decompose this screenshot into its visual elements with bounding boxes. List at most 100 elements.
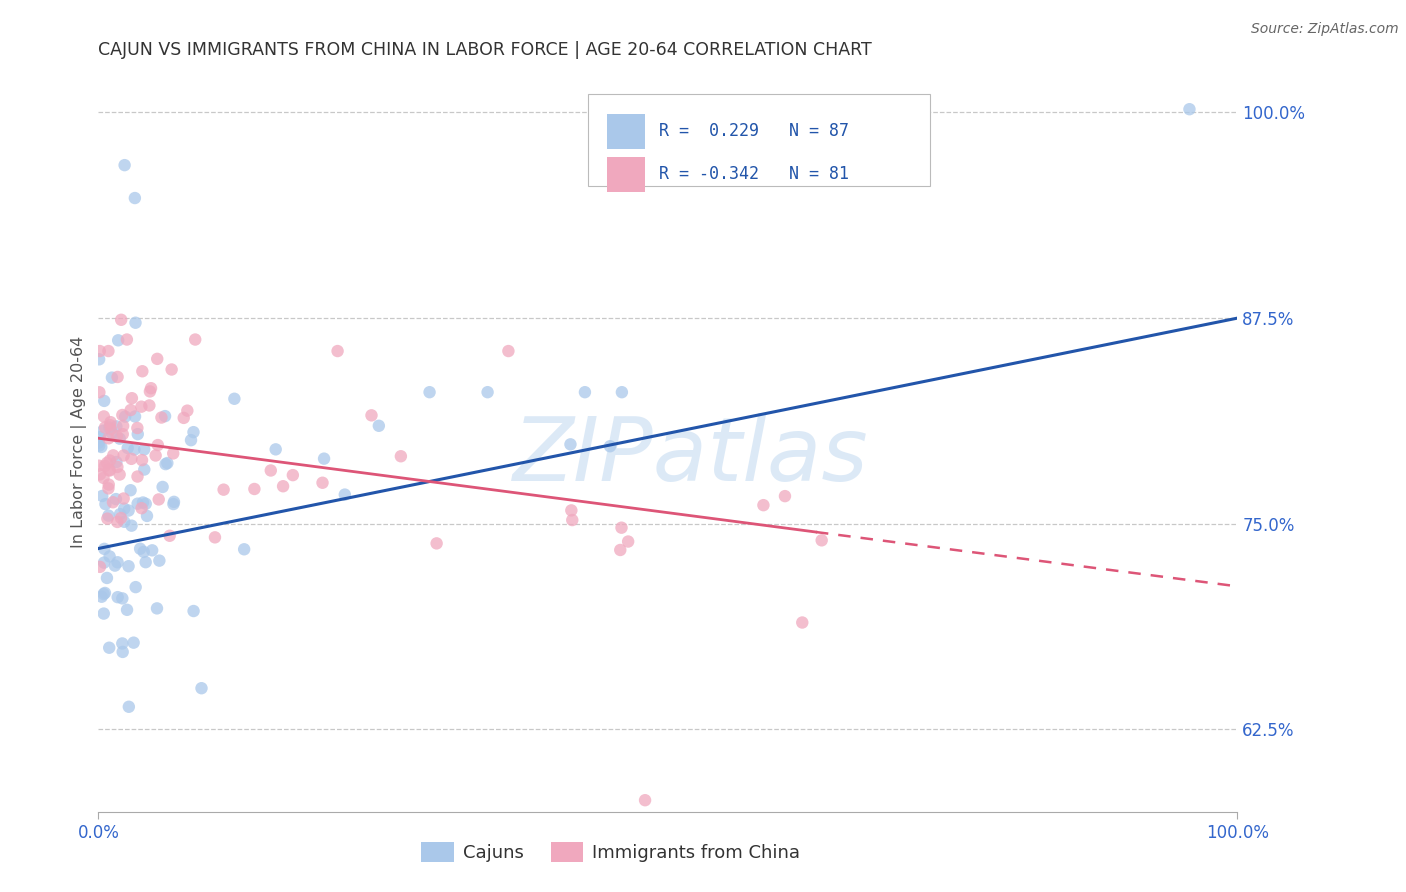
Point <box>561 513 583 527</box>
Point <box>87 435 110 450</box>
Text: Source: ZipAtlas.com: Source: ZipAtlas.com <box>1251 22 1399 37</box>
Point <box>96 511 118 525</box>
Point <box>610 521 633 535</box>
Point <box>184 333 207 347</box>
Point <box>180 433 202 447</box>
Point <box>90 590 112 604</box>
Point <box>117 441 139 455</box>
Point <box>156 456 179 470</box>
Point <box>104 492 127 507</box>
Point <box>131 501 153 516</box>
Point <box>281 468 304 483</box>
Point <box>111 408 134 422</box>
Text: R = -0.342   N = 81: R = -0.342 N = 81 <box>659 165 849 183</box>
Point <box>97 482 120 496</box>
Point <box>139 381 162 395</box>
Point <box>89 430 111 444</box>
Point <box>155 457 177 471</box>
Point <box>120 403 142 417</box>
Point <box>162 497 184 511</box>
Point <box>150 410 173 425</box>
Point <box>98 453 121 467</box>
Point <box>183 425 205 439</box>
Point <box>312 451 335 466</box>
Point <box>560 437 582 451</box>
Point <box>97 431 120 445</box>
Point <box>91 489 114 503</box>
Point <box>153 409 176 423</box>
Point <box>134 442 156 457</box>
Point <box>110 313 132 327</box>
Point <box>129 541 152 556</box>
Point <box>773 489 796 503</box>
Point <box>98 549 121 564</box>
Point <box>89 467 111 482</box>
Point <box>114 158 136 172</box>
Point <box>792 615 814 630</box>
Point <box>89 438 111 452</box>
Point <box>609 543 631 558</box>
Point <box>101 426 124 441</box>
Point <box>1178 102 1201 116</box>
Point <box>560 503 582 517</box>
Point <box>97 477 120 491</box>
Point <box>112 515 135 529</box>
Point <box>127 427 149 442</box>
Point <box>139 384 162 399</box>
Point <box>97 344 120 359</box>
Point <box>118 699 141 714</box>
Point <box>134 462 156 476</box>
Point <box>124 442 146 457</box>
Point <box>93 607 115 621</box>
Point <box>108 507 131 521</box>
Point <box>96 456 118 470</box>
Point <box>148 492 170 507</box>
Point <box>152 480 174 494</box>
Point <box>107 555 129 569</box>
Point <box>108 467 131 482</box>
Point <box>131 453 153 467</box>
Point <box>89 344 111 359</box>
Point <box>260 463 283 477</box>
Text: ZIPatlas: ZIPatlas <box>513 413 869 500</box>
Point <box>91 424 114 438</box>
Point <box>94 586 117 600</box>
Point <box>333 487 356 501</box>
Point <box>93 556 115 570</box>
Point <box>212 483 235 497</box>
Point <box>105 515 128 529</box>
Point <box>122 635 145 649</box>
Point <box>107 370 129 384</box>
Point <box>810 533 832 548</box>
Point <box>111 427 134 442</box>
Point <box>90 440 112 454</box>
Point <box>131 400 153 414</box>
Point <box>100 415 122 429</box>
Point <box>107 334 129 348</box>
Point <box>103 449 125 463</box>
Point <box>98 463 121 477</box>
Point <box>93 587 115 601</box>
Point <box>146 438 169 452</box>
Point <box>599 439 621 453</box>
Point <box>190 681 212 696</box>
Point <box>120 483 142 498</box>
Point <box>93 471 115 485</box>
Point <box>108 432 131 446</box>
Point <box>477 385 499 400</box>
Point <box>112 501 135 516</box>
Point <box>115 333 138 347</box>
Y-axis label: In Labor Force | Age 20-64: In Labor Force | Age 20-64 <box>72 335 87 548</box>
FancyBboxPatch shape <box>588 94 929 186</box>
Point <box>87 458 110 473</box>
Point <box>159 529 181 543</box>
Point <box>419 385 441 400</box>
Point <box>326 344 349 359</box>
Point <box>107 590 129 604</box>
Point <box>117 559 139 574</box>
Point <box>135 497 157 511</box>
Point <box>111 591 134 606</box>
Point <box>94 497 117 511</box>
Point <box>160 362 183 376</box>
Point <box>105 419 128 434</box>
